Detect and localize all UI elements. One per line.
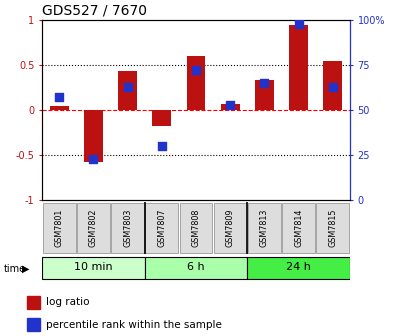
- Bar: [324, 60, 342, 110]
- FancyBboxPatch shape: [43, 203, 76, 253]
- Text: GDS527 / 7670: GDS527 / 7670: [42, 4, 147, 17]
- Text: GSM7807: GSM7807: [157, 208, 166, 247]
- Text: GSM7809: GSM7809: [226, 208, 235, 247]
- Point: [193, 68, 199, 73]
- Text: ▶: ▶: [22, 264, 30, 274]
- FancyBboxPatch shape: [145, 257, 247, 279]
- Point: [227, 102, 234, 107]
- Point: [330, 84, 336, 89]
- FancyBboxPatch shape: [247, 257, 350, 279]
- Text: 10 min: 10 min: [74, 262, 113, 272]
- Text: GSM7814: GSM7814: [294, 208, 303, 247]
- Bar: [289, 25, 308, 110]
- Point: [296, 21, 302, 27]
- Text: 24 h: 24 h: [286, 262, 311, 272]
- Text: GSM7802: GSM7802: [89, 208, 98, 247]
- Text: 6 h: 6 h: [187, 262, 205, 272]
- Text: GSM7801: GSM7801: [55, 208, 64, 247]
- FancyBboxPatch shape: [180, 203, 212, 253]
- FancyBboxPatch shape: [42, 257, 145, 279]
- FancyBboxPatch shape: [316, 203, 349, 253]
- Bar: [50, 106, 68, 110]
- Bar: [27, 318, 40, 331]
- Bar: [186, 56, 206, 110]
- FancyBboxPatch shape: [248, 203, 281, 253]
- Bar: [84, 110, 103, 162]
- Bar: [27, 296, 40, 309]
- Text: log ratio: log ratio: [46, 297, 89, 307]
- Text: percentile rank within the sample: percentile rank within the sample: [46, 320, 222, 330]
- Point: [158, 143, 165, 149]
- Text: GSM7815: GSM7815: [328, 208, 337, 247]
- Bar: [118, 71, 137, 110]
- Point: [124, 84, 131, 89]
- Bar: [255, 80, 274, 110]
- FancyBboxPatch shape: [111, 203, 144, 253]
- FancyBboxPatch shape: [214, 203, 247, 253]
- FancyBboxPatch shape: [77, 203, 110, 253]
- Point: [56, 95, 62, 100]
- Bar: [152, 110, 171, 126]
- Text: GSM7813: GSM7813: [260, 208, 269, 247]
- Text: GSM7803: GSM7803: [123, 208, 132, 247]
- Point: [261, 80, 268, 86]
- Text: time: time: [4, 264, 26, 274]
- Text: GSM7808: GSM7808: [192, 208, 200, 247]
- Bar: [221, 104, 240, 110]
- Point: [90, 156, 96, 161]
- FancyBboxPatch shape: [145, 203, 178, 253]
- FancyBboxPatch shape: [282, 203, 315, 253]
